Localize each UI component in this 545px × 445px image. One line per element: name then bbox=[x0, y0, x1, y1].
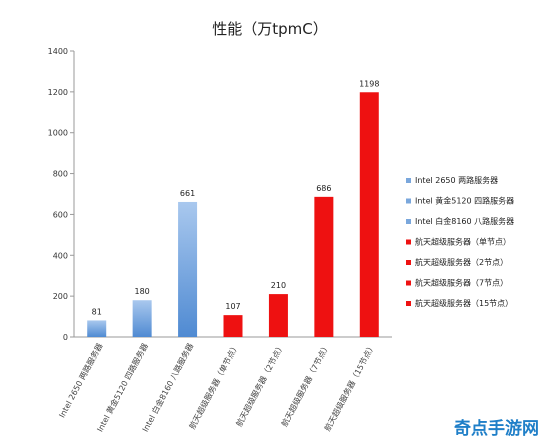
legend-entry-label: 航天超级服务器（2节点） bbox=[415, 257, 508, 267]
x-category-label: 航天超级服务器（7节点） bbox=[279, 341, 332, 428]
legend-swatch bbox=[406, 239, 411, 245]
y-tick-label: 600 bbox=[53, 210, 68, 219]
x-category-label: Intel 白金8160 八路服务器 bbox=[140, 341, 195, 433]
x-category-label: 航天超级服务器（15节点） bbox=[322, 341, 377, 432]
y-tick-label: 1200 bbox=[48, 88, 68, 97]
bar-value-label: 81 bbox=[92, 307, 102, 316]
bar bbox=[178, 201, 198, 337]
bar bbox=[132, 300, 152, 337]
legend-swatch bbox=[406, 178, 411, 183]
chart-data-labels: 81 180 661 107 210 686 1198 bbox=[92, 79, 380, 316]
legend-entry-label: 航天超级服务器（7节点） bbox=[415, 278, 508, 288]
y-tick-label: 200 bbox=[53, 292, 68, 301]
y-tick-label: 1000 bbox=[48, 129, 68, 138]
bar bbox=[87, 320, 107, 337]
legend-swatch bbox=[406, 301, 411, 306]
bar bbox=[359, 92, 379, 337]
bar-value-label: 686 bbox=[316, 184, 331, 193]
bar-value-label: 210 bbox=[271, 281, 286, 290]
legend-swatch bbox=[406, 219, 411, 224]
legend-swatch bbox=[406, 280, 411, 286]
bar bbox=[314, 196, 334, 337]
y-tick-label: 0 bbox=[63, 333, 68, 342]
legend-entry-label: Intel 2650 两路服务器 bbox=[415, 175, 498, 185]
x-category-label: Intel 黄金5120 四路服务器 bbox=[95, 341, 150, 433]
chart-title: 性能（万tpmC） bbox=[212, 20, 328, 38]
x-category-label: Intel 2650 两路服务器 bbox=[57, 341, 105, 419]
legend-swatch bbox=[406, 260, 411, 265]
legend-swatch bbox=[406, 198, 411, 204]
legend-entry-label: 航天超级服务器（15节点） bbox=[415, 298, 513, 308]
legend-entry-label: 航天超级服务器（单节点） bbox=[415, 237, 511, 247]
watermark-logo: 奇点手游网 bbox=[454, 419, 539, 439]
chart-legend: Intel 2650 两路服务器 Intel 黄金5120 四路服务器 Intel … bbox=[406, 175, 514, 308]
chart-axes: 0 200 400 600 800 1000 1200 1400 bbox=[48, 47, 392, 342]
legend-entry-label: Intel 白金8160 八路服务器 bbox=[415, 216, 514, 226]
x-category-label: 航天超级服务器（单节点） bbox=[187, 341, 241, 430]
bar-value-label: 1198 bbox=[359, 79, 379, 88]
bar-value-label: 107 bbox=[225, 302, 240, 311]
x-category-label: 航天超级服务器（2节点） bbox=[234, 341, 287, 428]
bar-value-label: 180 bbox=[135, 287, 150, 296]
bar bbox=[223, 315, 243, 337]
bar bbox=[268, 294, 288, 337]
chart-bars bbox=[87, 92, 379, 337]
y-tick-label: 800 bbox=[53, 170, 68, 179]
y-tick-label: 400 bbox=[53, 251, 68, 260]
y-tick-label: 1400 bbox=[48, 47, 68, 56]
legend-entry-label: Intel 黄金5120 四路服务器 bbox=[415, 196, 514, 206]
bar-value-label: 661 bbox=[180, 189, 195, 198]
